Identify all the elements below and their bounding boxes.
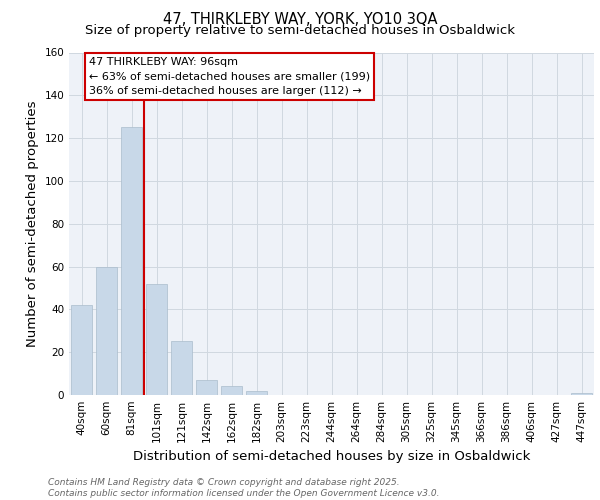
Y-axis label: Number of semi-detached properties: Number of semi-detached properties	[26, 100, 39, 347]
Bar	[571, 393, 592, 395]
Bar	[146, 284, 167, 395]
Text: 47, THIRKLEBY WAY, YORK, YO10 3QA: 47, THIRKLEBY WAY, YORK, YO10 3QA	[163, 12, 437, 28]
Bar	[71, 305, 92, 395]
X-axis label: Distribution of semi-detached houses by size in Osbaldwick: Distribution of semi-detached houses by …	[133, 450, 530, 464]
Bar	[121, 128, 142, 395]
Bar	[246, 390, 267, 395]
Bar	[221, 386, 242, 395]
Text: 47 THIRKLEBY WAY: 96sqm
← 63% of semi-detached houses are smaller (199)
36% of s: 47 THIRKLEBY WAY: 96sqm ← 63% of semi-de…	[89, 57, 370, 96]
Bar	[96, 266, 117, 395]
Bar	[196, 380, 217, 395]
Text: Size of property relative to semi-detached houses in Osbaldwick: Size of property relative to semi-detach…	[85, 24, 515, 37]
Bar	[171, 342, 192, 395]
Text: Contains HM Land Registry data © Crown copyright and database right 2025.
Contai: Contains HM Land Registry data © Crown c…	[48, 478, 439, 498]
